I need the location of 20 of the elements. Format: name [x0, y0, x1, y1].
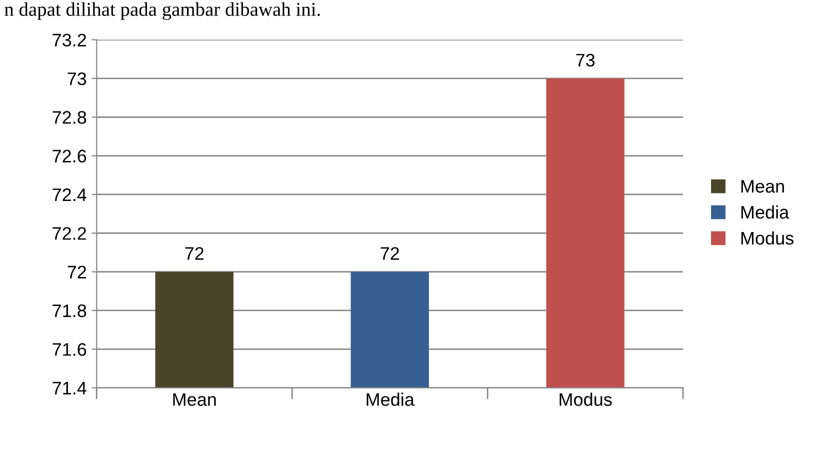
y-tick-label: 72.6	[52, 150, 86, 163]
y-tick-label: 72.4	[52, 188, 86, 202]
x-tick-label: Modus	[560, 392, 612, 406]
y-tick-label: 71.6	[52, 343, 86, 356]
text: n dapat dilihat pada gambar dibawah ini.	[4, 2, 320, 20]
y-tick-label: 73	[68, 72, 86, 86]
data-label: 73	[576, 54, 595, 67]
y-tick-label: 72.2	[52, 227, 86, 240]
y-tick-label: 71.4	[52, 382, 86, 394]
legend-label: Mean	[741, 180, 784, 193]
y-tick-label: 71.8	[52, 304, 86, 318]
legend-label: Media	[741, 205, 790, 219]
data-label: 72	[185, 247, 204, 260]
x-tick-label: Media	[366, 392, 414, 406]
x-tick-label: Mean	[173, 393, 216, 406]
y-tick-label: 73.2	[52, 34, 86, 46]
y-tick-label: 72.8	[52, 111, 86, 124]
data-label: 72	[380, 247, 399, 260]
y-tick-label: 72	[68, 266, 86, 278]
legend-label: Modus	[741, 231, 794, 245]
